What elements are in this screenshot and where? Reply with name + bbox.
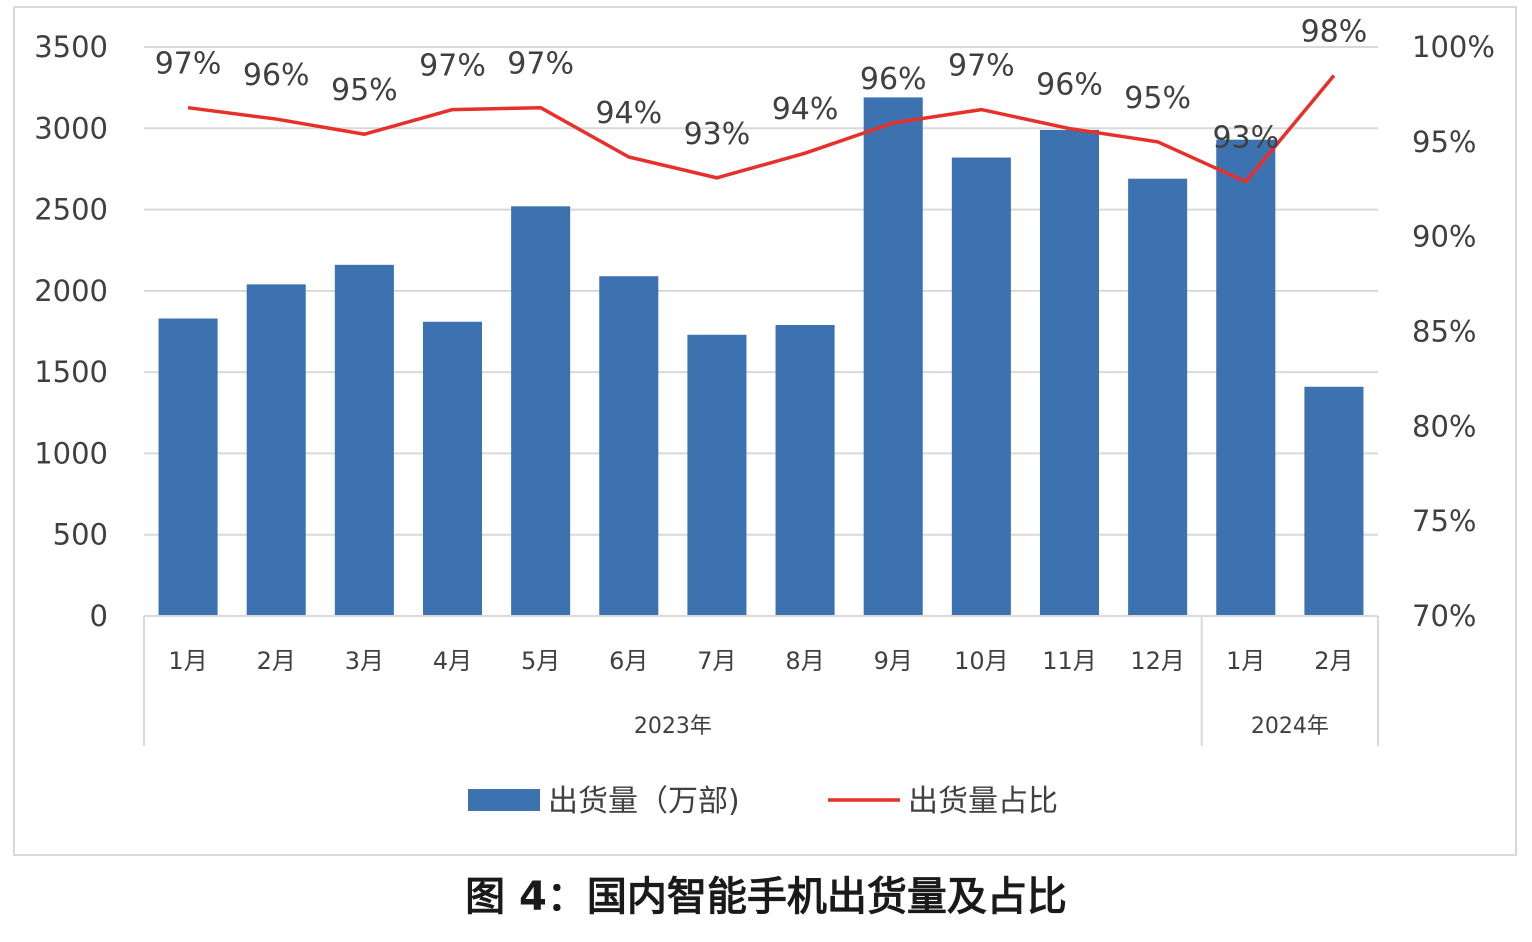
category-label: 2月: [257, 647, 296, 675]
bar-series: [158, 97, 1364, 616]
left-tick-label: 3000: [34, 111, 108, 145]
share-data-label: 96%: [860, 62, 927, 97]
bar: [246, 284, 306, 616]
axes: 0 500 1000 1500 2000 2500 3000 3500 70% 75% 80% 85%…: [34, 30, 1495, 746]
left-tick-label: 1500: [34, 355, 108, 389]
share-data-label: 93%: [684, 117, 751, 152]
left-tick-label: 2500: [34, 193, 108, 227]
left-tick-label: 500: [53, 518, 108, 552]
category-label: 2月: [1314, 647, 1353, 675]
share-data-label: 97%: [948, 49, 1015, 84]
category-label: 5月: [521, 647, 560, 675]
share-data-label: 98%: [1301, 14, 1368, 49]
share-data-label: 94%: [772, 92, 839, 127]
data-labels: 97% 96% 95% 97% 97% 94% 93% 94% 96% 97% 96% 95% 93% 9…: [155, 14, 1368, 155]
category-label: 3月: [345, 647, 384, 675]
right-tick-label: 70%: [1412, 599, 1476, 633]
gridlines: [144, 46, 1378, 536]
share-data-label: 93%: [1212, 121, 1279, 156]
bar: [158, 318, 218, 616]
category-label: 6月: [609, 647, 648, 675]
bar: [511, 206, 571, 616]
share-data-label: 96%: [1036, 68, 1103, 103]
category-label: 8月: [785, 647, 824, 675]
bar: [599, 276, 659, 616]
year-group-label: 2024年: [1251, 714, 1329, 739]
legend-line-label: 出货量占比: [908, 784, 1058, 819]
bar: [334, 264, 394, 616]
category-label: 10月: [954, 647, 1009, 675]
category-label: 1月: [168, 647, 207, 675]
share-data-label: 95%: [331, 73, 398, 108]
share-data-label: 97%: [419, 49, 486, 84]
bar: [1128, 178, 1188, 616]
bar: [1039, 129, 1100, 616]
bar: [687, 334, 747, 616]
category-label: 9月: [874, 647, 913, 675]
share-data-label: 94%: [595, 96, 662, 131]
line-series: [187, 74, 1336, 184]
figure-caption: 图 4：国内智能手机出货量及占比: [465, 874, 1067, 920]
bar: [775, 324, 835, 616]
combo-chart: 0 500 1000 1500 2000 2500 3000 3500 70% 75% 80% 85%…: [34, 14, 1495, 819]
right-tick-label: 75%: [1412, 504, 1476, 538]
bar: [1216, 139, 1276, 616]
bar: [1304, 386, 1364, 616]
category-label: 1月: [1226, 647, 1265, 675]
right-tick-label: 100%: [1412, 30, 1495, 64]
bar: [951, 157, 1011, 616]
share-data-label: 96%: [243, 58, 310, 93]
right-tick-label: 90%: [1412, 220, 1476, 254]
year-group-label: 2023年: [634, 714, 712, 739]
legend: 出货量（万部) 出货量占比: [468, 784, 1058, 819]
legend-bar-swatch: [468, 789, 540, 811]
share-data-label: 97%: [155, 47, 222, 82]
bar: [863, 97, 923, 616]
bar: [422, 321, 483, 616]
category-label: 4月: [433, 647, 472, 675]
left-tick-label: 2000: [34, 274, 108, 308]
left-tick-label: 0: [90, 599, 108, 633]
right-tick-label: 95%: [1412, 125, 1476, 159]
left-tick-label: 1000: [34, 436, 108, 470]
right-tick-label: 85%: [1412, 315, 1476, 349]
share-line: [187, 74, 1336, 184]
left-tick-label: 3500: [34, 30, 108, 64]
share-data-label: 97%: [507, 47, 574, 82]
category-label: 12月: [1130, 647, 1185, 675]
category-label: 7月: [697, 647, 736, 675]
right-tick-label: 80%: [1412, 409, 1476, 443]
category-label: 11月: [1042, 647, 1097, 675]
share-data-label: 95%: [1124, 81, 1191, 116]
legend-bar-label: 出货量（万部): [548, 784, 740, 819]
